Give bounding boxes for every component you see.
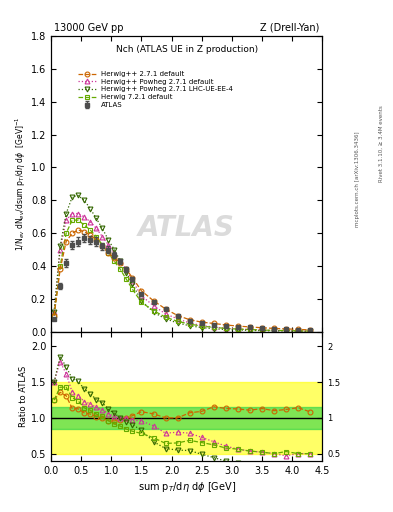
Text: ATLAS: ATLAS	[138, 215, 235, 242]
Legend: Herwig++ 2.7.1 default, Herwig++ Powheg 2.7.1 default, Herwig++ Powheg 2.7.1 LHC: Herwig++ 2.7.1 default, Herwig++ Powheg …	[76, 69, 235, 110]
Text: Nch (ATLAS UE in Z production): Nch (ATLAS UE in Z production)	[116, 45, 258, 54]
Y-axis label: 1/N$_{ev}$ dN$_{ev}$/dsum p$_T$/d$\eta$ d$\phi$  [GeV]$^{-1}$: 1/N$_{ev}$ dN$_{ev}$/dsum p$_T$/d$\eta$ …	[14, 117, 28, 251]
X-axis label: sum p$_T$/d$\eta$ d$\phi$ [GeV]: sum p$_T$/d$\eta$ d$\phi$ [GeV]	[138, 480, 236, 494]
Bar	[51, 407, 322, 429]
Text: Rivet 3.1.10, ≥ 3.4M events: Rivet 3.1.10, ≥ 3.4M events	[379, 105, 384, 182]
Y-axis label: Ratio to ATLAS: Ratio to ATLAS	[19, 366, 28, 427]
Text: mcplots.cern.ch [arXiv:1306.3436]: mcplots.cern.ch [arXiv:1306.3436]	[355, 132, 360, 227]
Text: 13000 GeV pp: 13000 GeV pp	[54, 23, 123, 33]
Text: Z (Drell-Yan): Z (Drell-Yan)	[260, 23, 320, 33]
Bar	[51, 382, 322, 454]
